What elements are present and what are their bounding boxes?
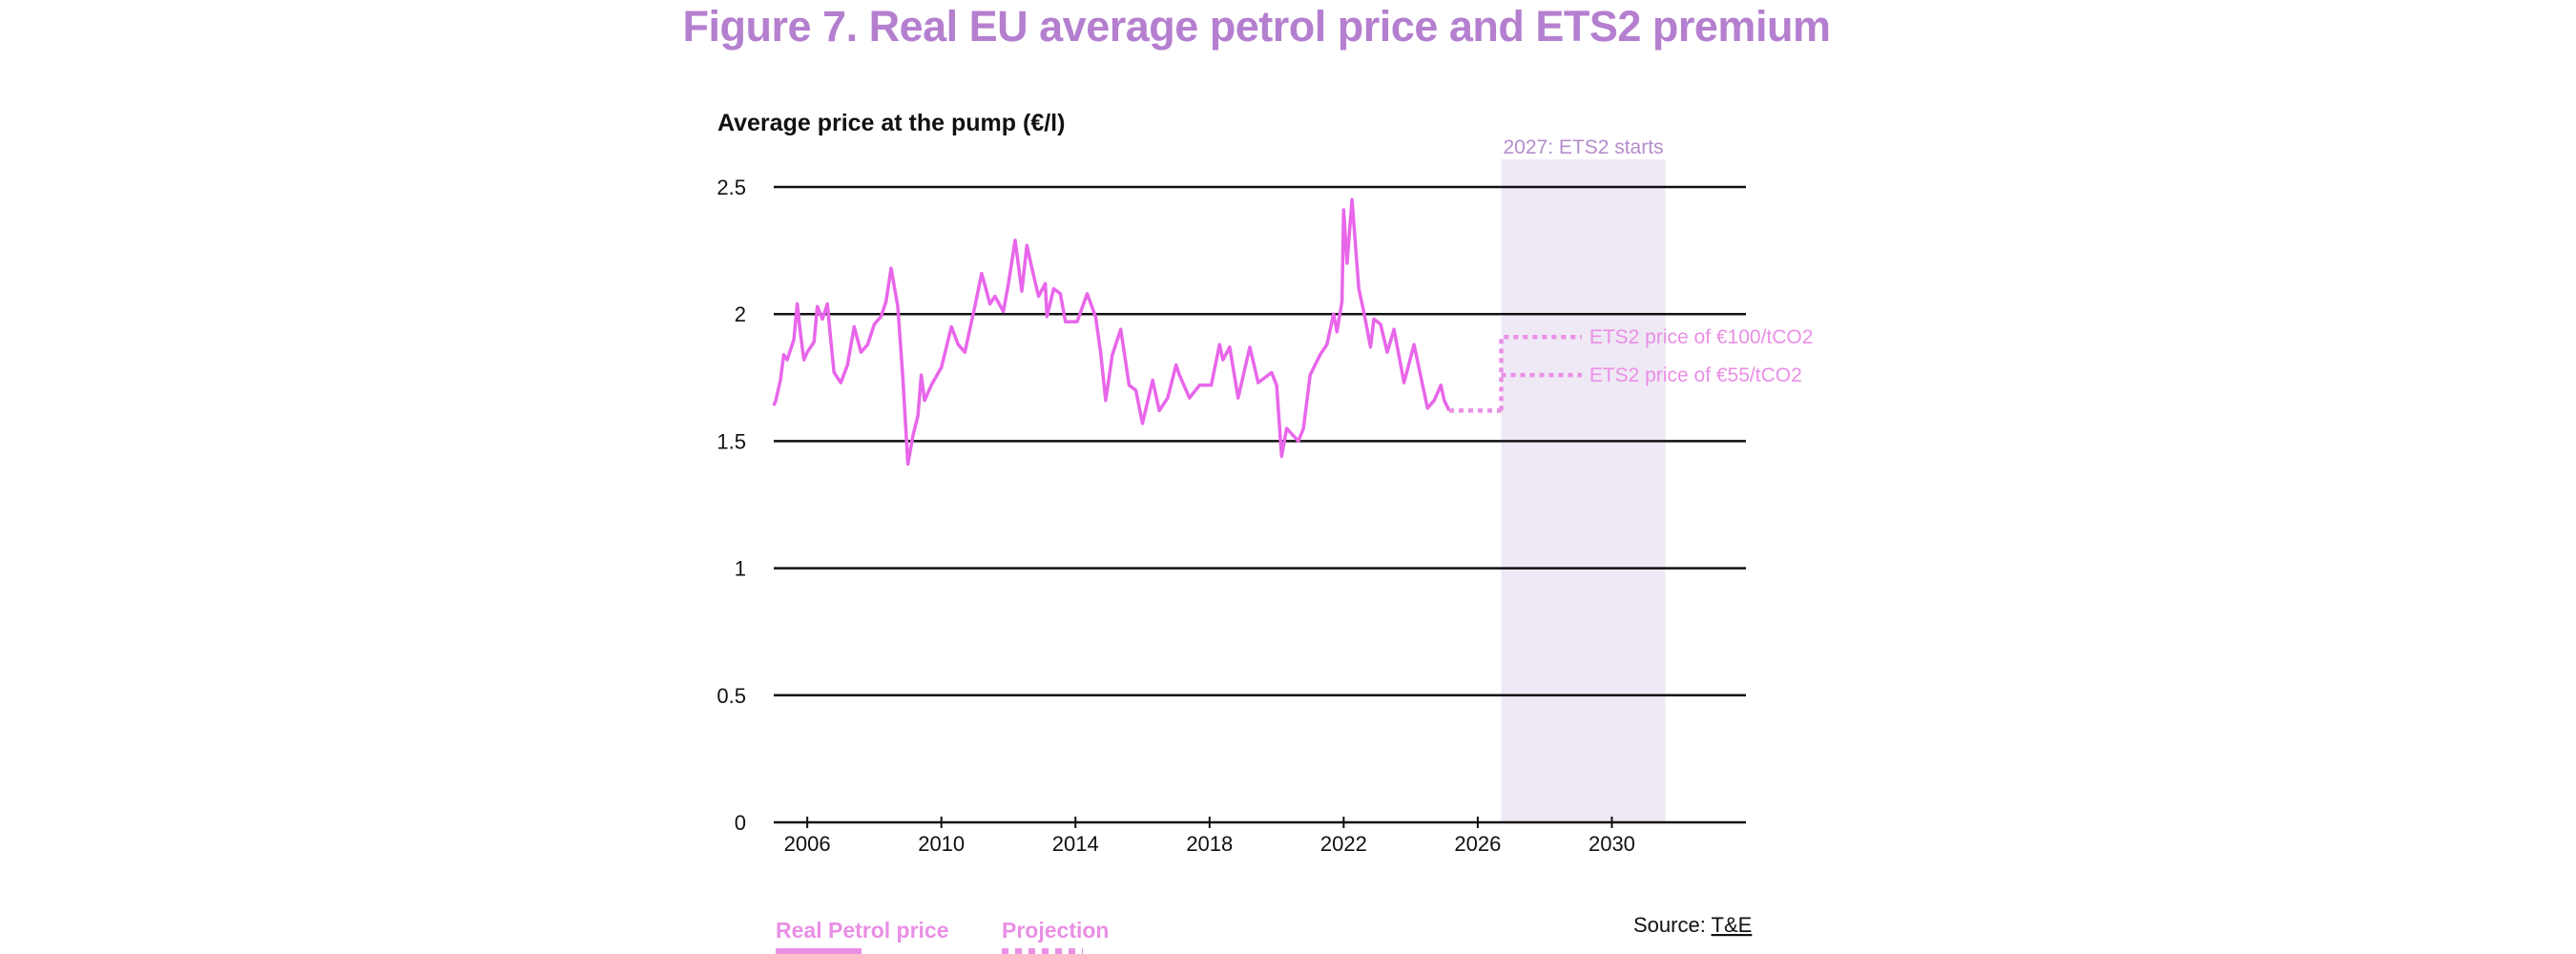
y-tick-label: 2 [735,302,746,326]
legend: Real Petrol price Projection [776,918,1109,954]
series-ets2-price-of-100-tco2 [1499,334,1582,411]
x-tick-label: 2018 [1186,832,1233,856]
source: Source: T&E [1633,913,1752,937]
y-tick-label: 2.5 [717,176,746,199]
x-tick-label: 2006 [784,832,831,856]
series-real-petrol-price [772,197,1451,467]
source-link[interactable]: T&E [1712,913,1753,937]
x-tick-label: 2022 [1320,832,1367,856]
ets2-start-annotation: 2027: ETS2 starts [1503,136,1663,158]
legend-label-projection: Projection [1002,918,1109,943]
ets2-55-label: ETS2 price of €55/tCO2 [1589,364,1802,386]
x-tick-label: 2030 [1589,832,1635,856]
ets2-100-label: ETS2 price of €100/tCO2 [1589,326,1814,348]
ets2-shaded-band [1501,159,1666,822]
y-tick-label: 1 [735,557,746,581]
legend-swatch-solid [776,948,862,954]
x-tick-label: 2010 [918,832,965,856]
x-tick-label: 2026 [1454,832,1501,856]
legend-label-price: Real Petrol price [776,918,949,943]
svg-text:Source: T&E: Source: T&E [1633,913,1752,937]
x-tick-label: 2014 [1052,832,1099,856]
y-tick-label: 0 [735,811,746,835]
y-tick-label: 0.5 [717,684,746,708]
y-axis-title: Average price at the pump (€/l) [717,110,1065,136]
y-tick-label: 1.5 [717,429,746,453]
source-prefix: Source: [1633,913,1712,937]
chart-title: Figure 7. Real EU average petrol price a… [682,2,1831,51]
